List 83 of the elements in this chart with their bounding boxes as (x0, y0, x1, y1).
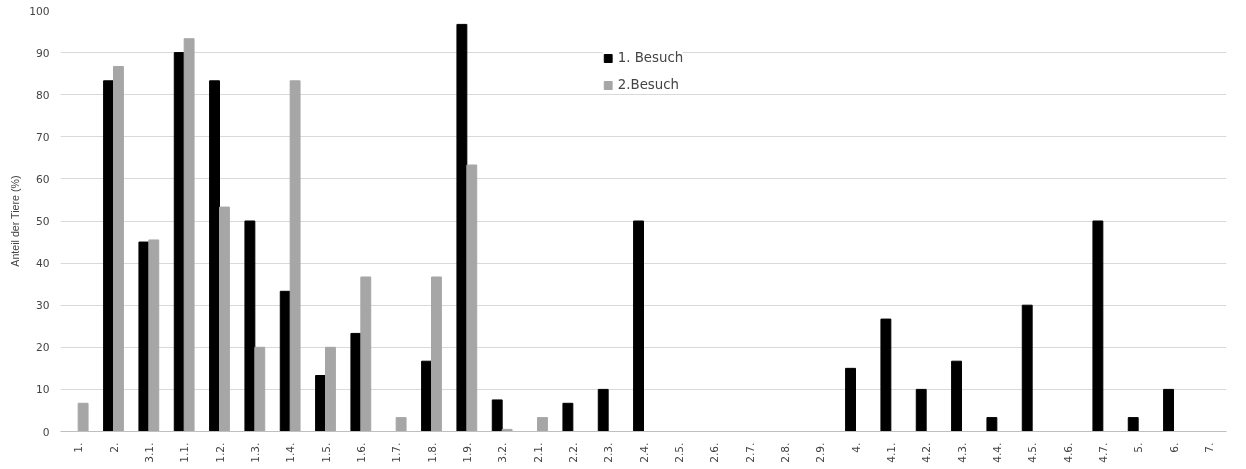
y-tick-label: 90 (35, 46, 50, 60)
bar (633, 220, 644, 432)
x-tick-label: 6. (1167, 442, 1181, 453)
bar (138, 241, 150, 432)
x-tick-label: 2.4. (637, 442, 651, 463)
bar (77, 402, 89, 432)
x-tick-label: 4.1. (884, 442, 898, 463)
x-tick-label: 2.2. (566, 442, 580, 463)
bar (456, 23, 468, 432)
bar (915, 388, 927, 432)
bar (537, 417, 548, 432)
bar (431, 276, 442, 432)
legend-label: 2.Besuch (617, 77, 679, 92)
y-tick-label: 30 (35, 299, 50, 313)
y-tick-label: 20 (35, 341, 50, 355)
bar (183, 38, 195, 432)
x-tick-label: 2.9. (814, 442, 828, 463)
bar (113, 65, 124, 432)
bar (1163, 388, 1174, 432)
bar (289, 80, 301, 432)
bar (279, 290, 291, 432)
bar (1021, 304, 1033, 432)
x-tick-label: 1.5. (319, 442, 333, 463)
x-tick-label: 4.7. (1096, 442, 1110, 463)
x-tick-label: 1.2. (213, 442, 227, 463)
x-tick-label: 4.3. (955, 442, 969, 463)
x-tick-label: 4.5. (1026, 442, 1040, 463)
bar (325, 346, 336, 432)
bar (244, 220, 256, 432)
y-tick-label: 0 (42, 425, 50, 439)
x-tick-label: 2.1. (531, 442, 545, 463)
bar (880, 318, 892, 432)
y-tick-label: 80 (35, 88, 50, 102)
x-tick-label: 3.1. (142, 442, 156, 463)
x-tick-label: 4.4. (990, 442, 1004, 463)
y-tick-label: 40 (35, 257, 50, 271)
x-tick-label: 1.6. (354, 442, 368, 463)
x-tick-label: 2. (107, 442, 121, 453)
bar (986, 417, 998, 432)
x-tick-label: 5. (1132, 442, 1146, 453)
x-tick-label: 3.2. (496, 442, 510, 463)
bar (845, 367, 856, 432)
bar (209, 80, 220, 432)
x-tick-label: 4.6. (1061, 442, 1075, 463)
x-tick-label: 2.3. (602, 442, 616, 463)
bar (254, 346, 266, 432)
bar (562, 402, 574, 432)
x-tick-label: 1. (72, 442, 86, 453)
x-tick-label: 1.1. (178, 442, 192, 463)
bar (148, 239, 160, 432)
y-tick-label: 100 (29, 4, 50, 18)
bar (103, 80, 114, 432)
y-tick-label: 70 (35, 130, 50, 144)
x-tick-label: 4.2. (920, 442, 934, 463)
x-tick-label: 1.8. (425, 442, 439, 463)
bar (1127, 417, 1139, 432)
x-tick-label: 1.9. (460, 442, 474, 463)
x-tick-label: 7. (1202, 442, 1216, 453)
bar (466, 164, 478, 432)
bar (395, 417, 407, 432)
x-tick-label: 4. (849, 442, 863, 453)
y-tick-label: 50 (35, 215, 50, 228)
bar (173, 52, 185, 432)
bar (1092, 220, 1104, 432)
bar (951, 360, 962, 432)
bar (219, 206, 230, 432)
x-tick-label: 1.4. (284, 442, 298, 463)
bar (421, 360, 432, 432)
x-tick-label: 2.5. (672, 442, 686, 463)
legend-label: 1. Besuch (617, 50, 684, 65)
x-tick-label: 2.7. (743, 442, 757, 463)
bar (315, 375, 326, 432)
y-axis-title: Anteil der Tiere (%) (9, 175, 22, 267)
bar (597, 388, 609, 432)
bar (491, 399, 503, 432)
bar (360, 276, 372, 432)
y-tick-label: 60 (35, 172, 50, 186)
x-tick-label: 1.7. (390, 442, 404, 463)
bar (350, 332, 362, 432)
x-tick-label: 1.3. (248, 442, 262, 463)
y-tick-label: 10 (35, 383, 50, 397)
x-tick-label: 2.6. (708, 442, 722, 463)
x-tick-label: 2.8. (778, 442, 792, 463)
